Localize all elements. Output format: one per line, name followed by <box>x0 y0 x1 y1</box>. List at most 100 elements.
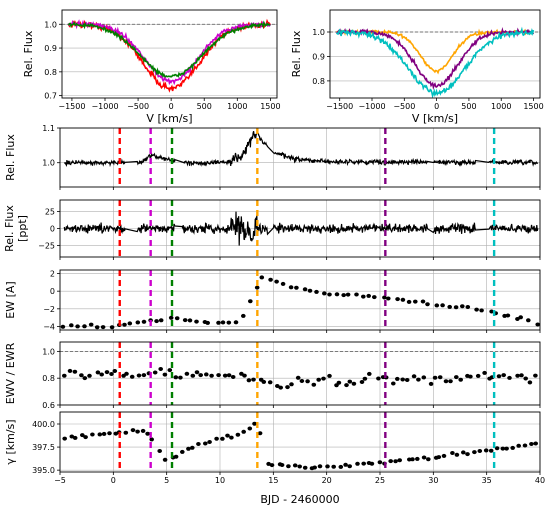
profile-left-xtick-label: 500 <box>197 102 212 111</box>
equivalent-width-point <box>280 281 286 286</box>
gamma-velocity-point <box>145 431 150 436</box>
gamma-velocity-panel: 395.0 397.5 400.0 −5 0 5 10 15 20 25 30 35 40 γ [km/s… <box>4 411 545 485</box>
gamma-velocity-point <box>101 431 107 436</box>
profile-left-ytick-label: 1.0 <box>44 20 57 29</box>
gamma-velocity-point <box>325 464 330 469</box>
ewv-ewr-point <box>173 375 179 380</box>
light-curve-frame <box>59 127 541 188</box>
equivalent-width-point <box>60 324 66 329</box>
gamma-velocity-point <box>510 445 515 450</box>
equivalent-width-point <box>322 291 327 296</box>
gamma-velocity-point <box>533 441 538 446</box>
equivalent-width-point <box>174 316 180 321</box>
gamma-velocity-point <box>186 446 191 451</box>
ewv-ewr-frame <box>59 341 541 406</box>
equivalent-width-point <box>526 318 531 323</box>
ewv-ewr-point <box>152 370 158 375</box>
equivalent-width-point <box>226 320 232 325</box>
ewv-ewr-point <box>299 379 305 383</box>
ewv-ewr-point <box>391 381 396 386</box>
ewv-ewr-point <box>109 372 114 376</box>
ewv-ewr-ytick-label: 0.8 <box>42 374 55 383</box>
profile-right-panel: 0.8 0.9 1.0 −1500 −1000 −500 0 500 1000 1500 V [km… <box>290 9 544 125</box>
ewv-ewr-point <box>458 377 464 382</box>
ewv-ewr-point <box>376 376 381 381</box>
ewv-ewr-point <box>209 373 214 378</box>
ewv-ewr-point <box>99 372 104 377</box>
equivalent-width-point <box>220 320 226 325</box>
gamma-velocity-point <box>504 446 509 451</box>
gamma-velocity-point <box>393 459 398 464</box>
ewv-ewr-point <box>454 375 459 380</box>
equivalent-width-point <box>505 313 511 318</box>
profile-right-plot-area <box>330 26 540 98</box>
gamma-velocity-xtick-label: −5 <box>54 476 66 485</box>
gamma-velocity-point <box>90 432 95 437</box>
gamma-velocity-y-axis-label: γ [km/s] <box>4 419 17 464</box>
profile-right-x-axis-label: V [km/s] <box>412 112 458 125</box>
gamma-velocity-point <box>220 436 225 441</box>
gamma-velocity-point <box>388 459 394 464</box>
ewv-ewr-point <box>311 382 317 387</box>
equivalent-width-point <box>187 318 193 323</box>
profile-right-ytick-label: 0.8 <box>312 77 325 86</box>
profile-left-ytick-label: 0.9 <box>44 44 57 53</box>
profile-right-xtick-label: −1000 <box>358 102 385 111</box>
profile-left-plot-area <box>62 18 277 96</box>
gamma-velocity-point <box>162 457 168 462</box>
equivalent-width-point <box>69 323 74 328</box>
gamma-velocity-point <box>369 461 375 466</box>
ewv-ewr-point <box>222 373 228 378</box>
gamma-velocity-point <box>135 429 140 434</box>
gamma-velocity-point <box>410 457 415 462</box>
profile-right-xtick-label: −1500 <box>326 102 353 111</box>
ewv-ewr-point <box>167 368 173 373</box>
gamma-velocity-point <box>450 451 455 455</box>
ewv-ewr-point <box>178 375 183 380</box>
gamma-velocity-point <box>130 428 136 433</box>
ewv-ewr-point <box>242 373 247 378</box>
ewv-ewr-point <box>533 373 538 378</box>
gamma-velocity-point <box>415 456 420 461</box>
gamma-velocity-point <box>123 430 129 435</box>
ewv-ewr-point <box>198 373 203 378</box>
gamma-velocity-point <box>107 431 112 436</box>
gamma-velocity-point <box>203 441 208 446</box>
main-x-axis-label: BJD - 2460000 <box>260 493 339 506</box>
gamma-velocity-point <box>397 458 403 463</box>
equivalent-width-ytick-label: 2 <box>50 270 55 279</box>
equivalent-width-point <box>82 324 87 329</box>
ewv-ewr-point <box>104 370 110 375</box>
ewv-ewr-point <box>136 373 142 378</box>
gamma-velocity-point <box>494 446 500 451</box>
gamma-velocity-point <box>472 450 477 455</box>
gamma-velocity-point <box>529 442 534 446</box>
equivalent-width-point <box>248 299 253 304</box>
ewv-ewr-point <box>72 369 78 374</box>
ewv-ewr-point <box>162 372 168 377</box>
gamma-velocity-point <box>338 464 344 469</box>
gamma-velocity-point <box>229 435 234 440</box>
equivalent-width-point <box>479 308 484 313</box>
equivalent-width-point <box>307 288 313 293</box>
ewv-ewr-point <box>437 375 443 380</box>
residuals-y-axis-label: [ppt] <box>16 215 29 242</box>
residuals-y-axis-label: Rel. Flux <box>3 205 16 252</box>
gamma-velocity-point <box>516 443 521 448</box>
ewv-ewr-point <box>226 373 232 378</box>
ewv-ewr-point <box>411 374 417 379</box>
equivalent-width-point <box>400 297 406 302</box>
gamma-velocity-point <box>80 433 85 438</box>
gamma-velocity-point <box>180 449 185 454</box>
equivalent-width-point <box>341 293 347 298</box>
ewv-ewr-point <box>112 369 118 373</box>
ewv-ewr-y-axis-label: EWV / EWR <box>4 342 17 404</box>
ewv-ewr-ytick-label: 1.0 <box>42 347 55 356</box>
equivalent-width-frame <box>59 269 541 331</box>
ewv-ewr-point <box>129 374 135 379</box>
gamma-velocity-point <box>343 462 348 467</box>
equivalent-width-point <box>386 296 391 301</box>
ewv-ewr-point <box>158 367 163 371</box>
ewv-ewr-point <box>404 378 410 382</box>
gamma-velocity-plot-area <box>60 412 540 472</box>
